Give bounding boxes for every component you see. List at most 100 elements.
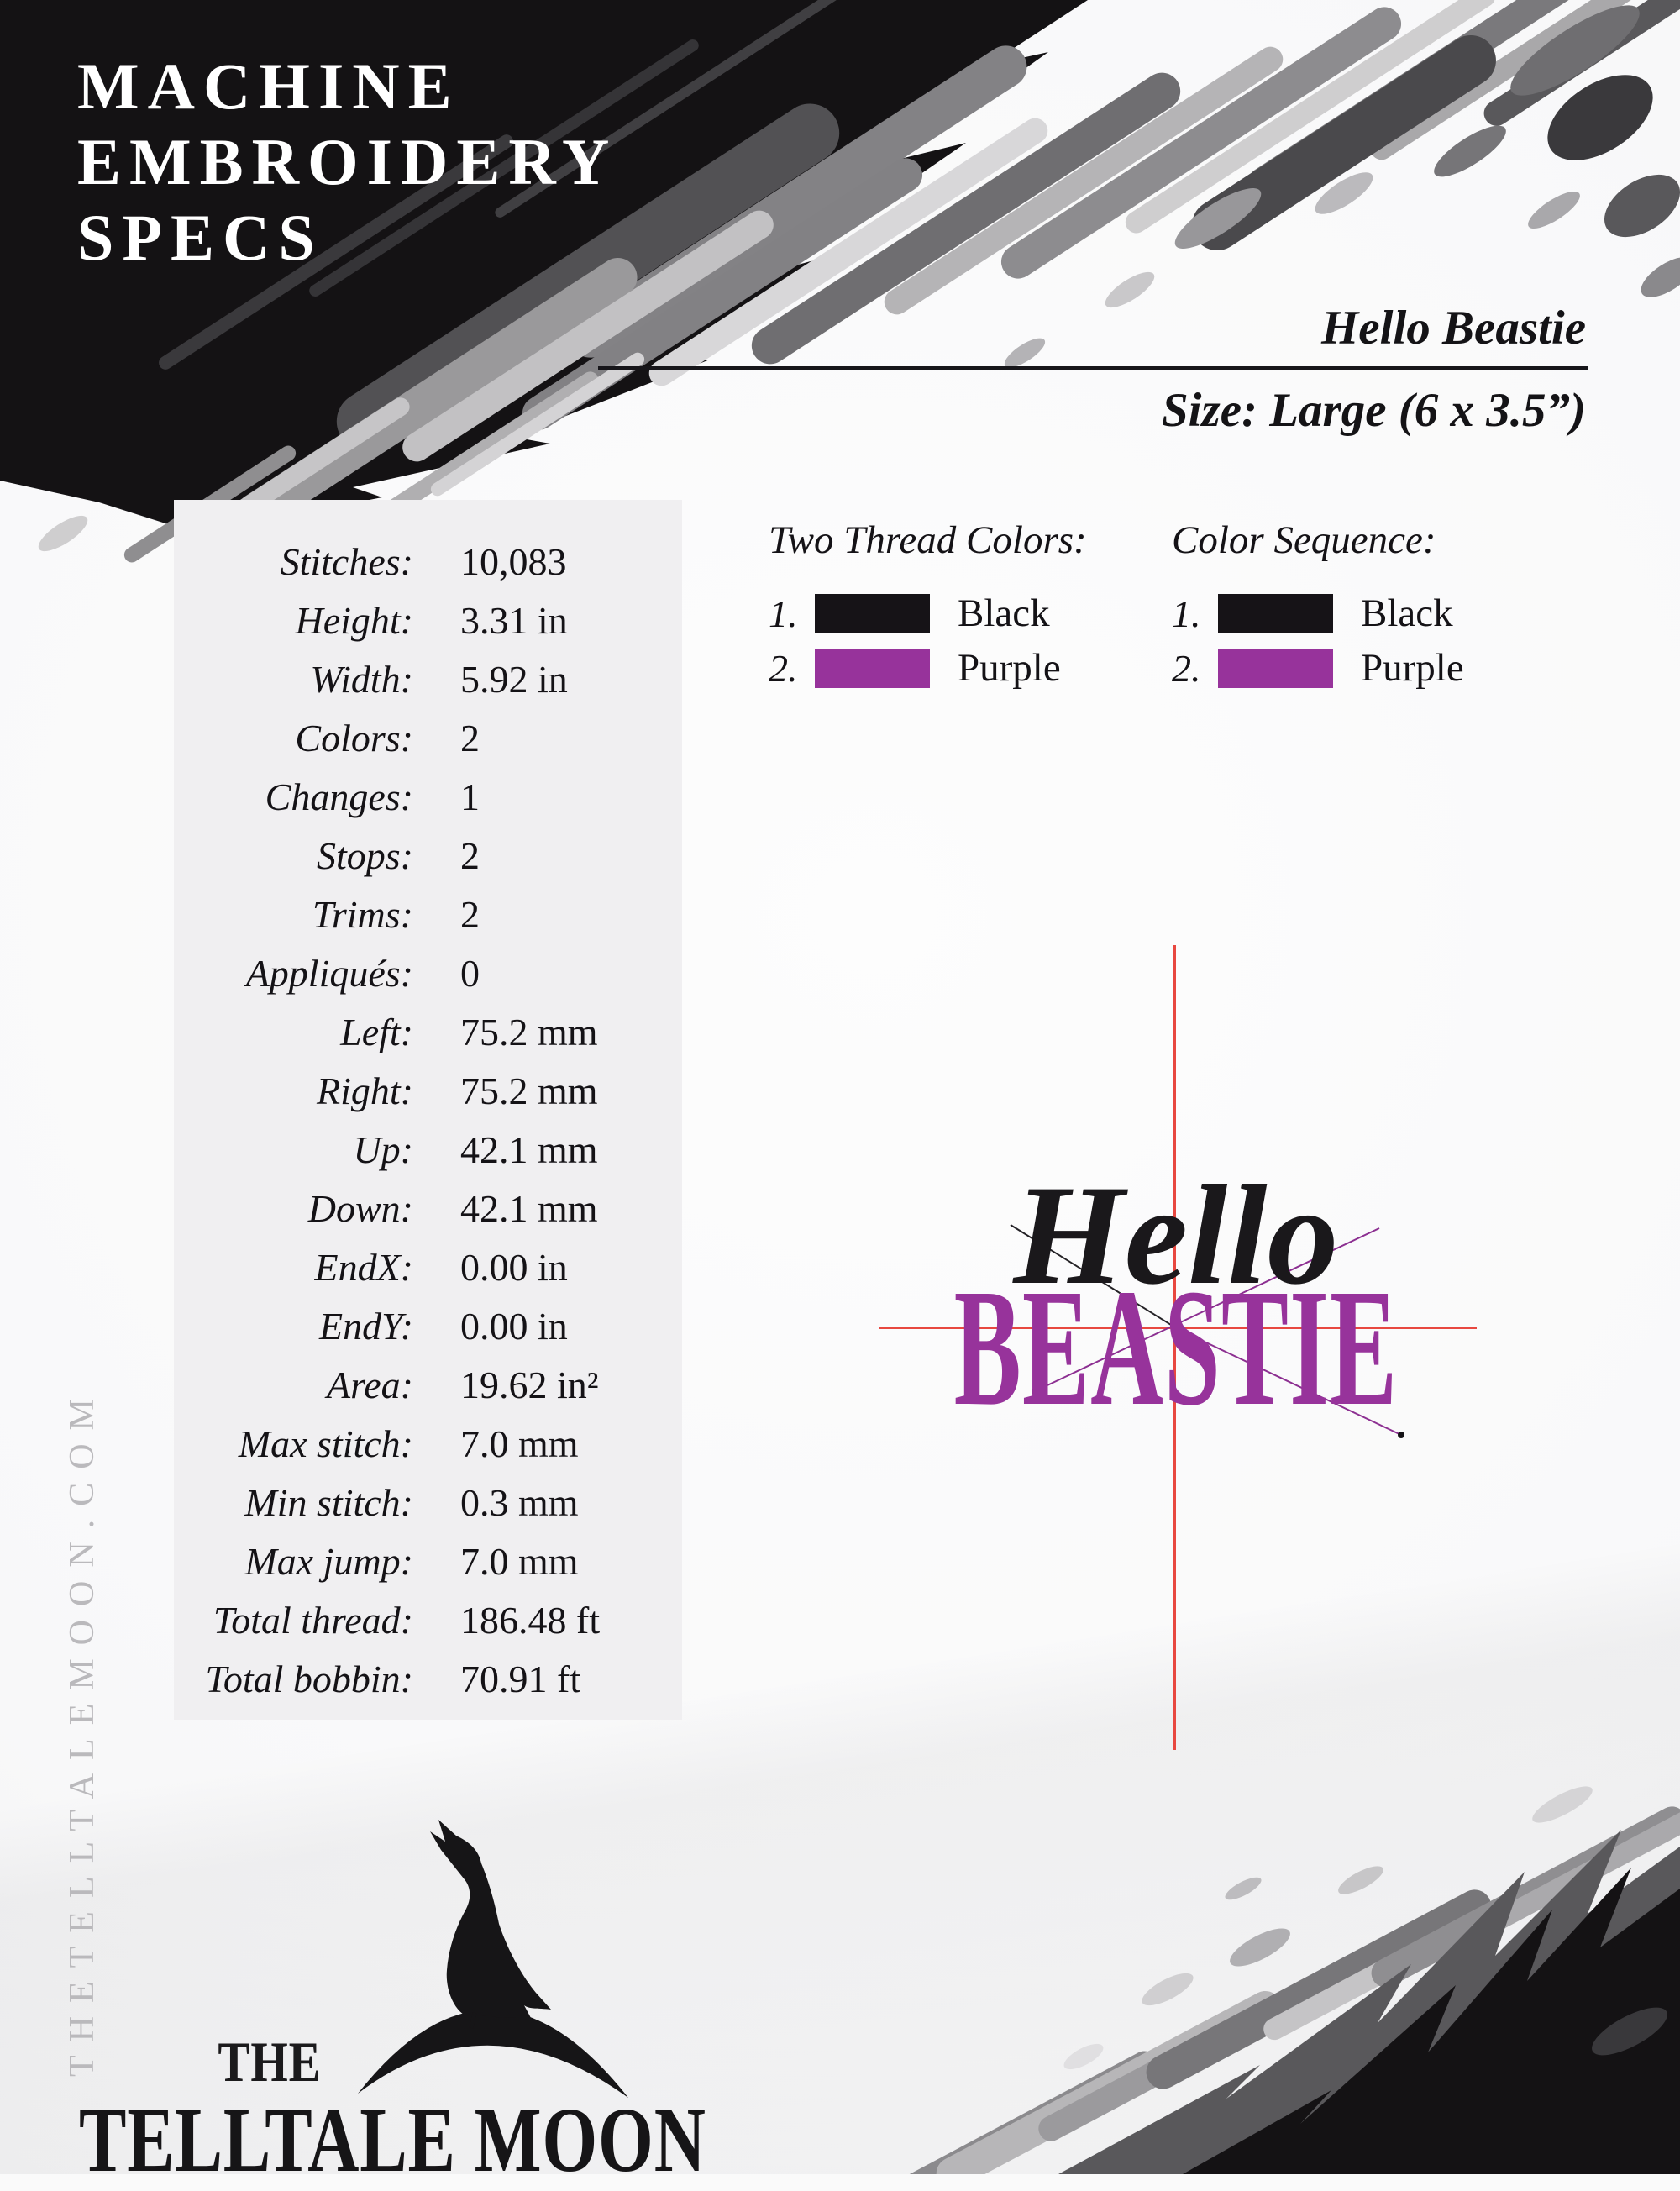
spec-row: Min stitch: 0.3 mm bbox=[174, 1474, 682, 1532]
spec-row: Stops: 2 bbox=[174, 827, 682, 885]
spec-row: EndX: 0.00 in bbox=[174, 1238, 682, 1297]
spec-row: Total bobbin: 70.91 ft bbox=[174, 1650, 682, 1709]
spec-label: Down: bbox=[307, 1187, 413, 1230]
color-sequence-item: 1. Black bbox=[1172, 591, 1575, 635]
spec-row: Left: 75.2 mm bbox=[174, 1003, 682, 1062]
spec-row: Changes: 1 bbox=[174, 768, 682, 827]
spec-row: Down: 42.1 mm bbox=[174, 1180, 682, 1238]
spec-label: Max jump: bbox=[244, 1540, 413, 1583]
spec-value: 0.00 in bbox=[460, 1305, 568, 1348]
spec-row: Right: 75.2 mm bbox=[174, 1062, 682, 1121]
spec-value: 2 bbox=[460, 717, 480, 759]
spec-row: Stitches: 10,083 bbox=[174, 533, 682, 591]
brush-stroke-art-bottom bbox=[842, 1774, 1680, 2174]
spec-row: Up: 42.1 mm bbox=[174, 1121, 682, 1180]
spec-value: 75.2 mm bbox=[460, 1069, 598, 1112]
page-title-line: EMBROIDERY bbox=[77, 125, 618, 198]
thread-color-item: 2. Purple bbox=[769, 646, 1172, 690]
spec-label: Up: bbox=[353, 1128, 413, 1171]
page-title-line: MACHINE bbox=[77, 50, 460, 123]
spec-value: 70.91 ft bbox=[460, 1658, 581, 1700]
thread-color-name: Purple bbox=[958, 646, 1061, 690]
spec-label: Total bobbin: bbox=[205, 1658, 413, 1700]
spec-row: Max jump: 7.0 mm bbox=[174, 1532, 682, 1591]
spec-value: 2 bbox=[460, 834, 480, 877]
brush-stroke-art-top bbox=[0, 0, 1680, 563]
crosshair-vertical-line bbox=[1173, 945, 1176, 1750]
crow-on-crescent-moon-icon bbox=[358, 1820, 628, 2098]
spec-row: Colors: 2 bbox=[174, 709, 682, 768]
purple-color-swatch bbox=[1218, 648, 1333, 688]
spec-value: 186.48 ft bbox=[460, 1599, 601, 1642]
spec-value: 1 bbox=[460, 775, 480, 818]
spec-label: Width: bbox=[310, 658, 413, 701]
spec-value: 7.0 mm bbox=[460, 1540, 579, 1583]
spec-label: Total thread: bbox=[213, 1599, 413, 1642]
thread-color-number: 2. bbox=[769, 646, 798, 690]
thread-colors-title: Two Thread Colors: bbox=[769, 518, 1087, 562]
thread-colors-section: Two Thread Colors: 1. Black 2. Purple bbox=[769, 518, 1172, 690]
spec-label: EndY: bbox=[318, 1305, 413, 1348]
spec-value: 0.3 mm bbox=[460, 1481, 579, 1524]
spec-value: 5.92 in bbox=[460, 658, 568, 701]
spec-row: Area: 19.62 in² bbox=[174, 1356, 682, 1415]
spec-row: Trims: 2 bbox=[174, 885, 682, 944]
spec-label: Max stitch: bbox=[238, 1422, 413, 1465]
spec-label: Right: bbox=[317, 1069, 413, 1112]
design-size-label: Size: Large (6 x 3.5”) bbox=[1161, 384, 1586, 437]
spec-label: Min stitch: bbox=[244, 1481, 413, 1524]
logo-word-telltale-moon: TELLTALE MOON bbox=[79, 2089, 706, 2191]
spec-label: Changes: bbox=[265, 775, 413, 818]
embroidery-design-word-beastie: BEASTIE bbox=[953, 1255, 1399, 1441]
color-sequence-title: Color Sequence: bbox=[1172, 518, 1436, 562]
purple-color-swatch bbox=[815, 648, 930, 688]
thread-color-number: 1. bbox=[769, 591, 798, 635]
spec-label: Height: bbox=[295, 599, 413, 642]
spec-value: 10,083 bbox=[460, 540, 567, 583]
spec-row: Height: 3.31 in bbox=[174, 591, 682, 650]
color-sequence-number: 1. bbox=[1172, 591, 1201, 635]
spec-label: Area: bbox=[326, 1363, 413, 1406]
spec-value: 42.1 mm bbox=[460, 1187, 598, 1230]
spec-label: Colors: bbox=[295, 717, 413, 759]
spec-label: Trims: bbox=[312, 893, 413, 936]
color-sequence-name: Purple bbox=[1361, 646, 1464, 690]
page-title-line: SPECS bbox=[77, 201, 323, 274]
spec-value: 0.00 in bbox=[460, 1246, 568, 1289]
crosshair-horizontal-line bbox=[879, 1327, 1477, 1329]
header-divider-line bbox=[598, 366, 1588, 370]
spec-label: Left: bbox=[340, 1011, 413, 1053]
spec-value: 42.1 mm bbox=[460, 1128, 598, 1171]
thread-color-item: 1. Black bbox=[769, 591, 1172, 635]
page-title: MACHINE EMBROIDERY SPECS bbox=[77, 49, 617, 276]
black-color-swatch bbox=[815, 593, 930, 633]
specs-panel: Stitches: 10,083 Height: 3.31 in Width: 5.9… bbox=[174, 500, 682, 1720]
spec-value: 3.31 in bbox=[460, 599, 568, 642]
spec-value: 75.2 mm bbox=[460, 1011, 598, 1053]
spec-row: Width: 5.92 in bbox=[174, 650, 682, 709]
embroidery-design-word-hello: Hello bbox=[1013, 1156, 1339, 1314]
spec-label: EndX: bbox=[314, 1246, 413, 1289]
color-sequence-name: Black bbox=[1361, 591, 1453, 635]
color-sequence-section: Color Sequence: 1. Black 2. Purple bbox=[1172, 518, 1575, 690]
spec-row: Appliqués: 0 bbox=[174, 944, 682, 1003]
spec-row: Total thread: 186.48 ft bbox=[174, 1591, 682, 1650]
spec-label: Appliqués: bbox=[245, 952, 413, 995]
spec-row: EndY: 0.00 in bbox=[174, 1297, 682, 1356]
spec-row: Max stitch: 7.0 mm bbox=[174, 1415, 682, 1474]
website-watermark: THETELLTALEMOON.COM bbox=[63, 1385, 102, 2077]
color-sequence-number: 2. bbox=[1172, 646, 1201, 690]
spec-label: Stitches: bbox=[280, 540, 413, 583]
black-color-swatch bbox=[1218, 593, 1333, 633]
color-sequence-item: 2. Purple bbox=[1172, 646, 1575, 690]
spec-label: Stops: bbox=[317, 834, 413, 877]
thread-color-name: Black bbox=[958, 591, 1050, 635]
spec-value: 19.62 in² bbox=[460, 1363, 599, 1406]
logo-word-the: THE bbox=[218, 2030, 322, 2094]
spec-value: 0 bbox=[460, 952, 480, 995]
spec-value: 2 bbox=[460, 893, 480, 936]
spec-value: 7.0 mm bbox=[460, 1422, 579, 1465]
design-name: Hello Beastie bbox=[1320, 302, 1586, 355]
